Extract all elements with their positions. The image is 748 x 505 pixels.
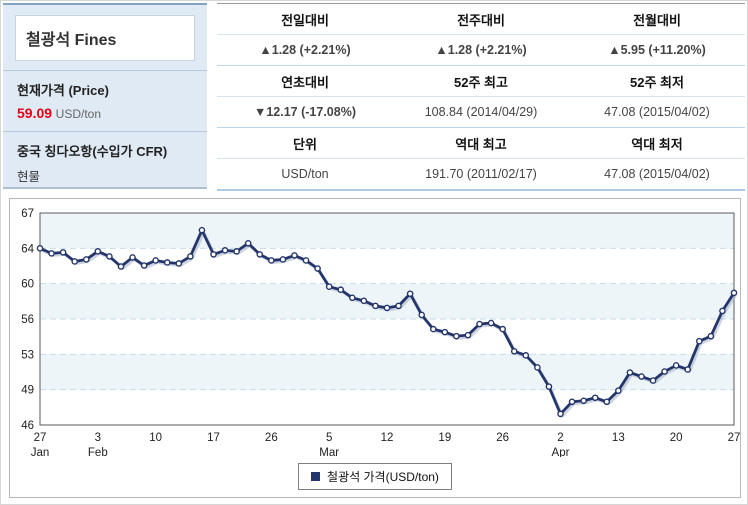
- stat-value-cell: 191.70 (2011/02/17): [393, 158, 569, 191]
- stat-header-cell: 전일대비: [217, 3, 393, 35]
- market-name: 중국 칭다오항(수입가 CFR): [17, 144, 168, 159]
- stat-value-cell: 47.08 (2015/04/02): [569, 158, 745, 191]
- market-type: 현물: [17, 170, 41, 184]
- stat-header-cell: 전월대비: [569, 3, 745, 35]
- svg-text:Jan: Jan: [31, 447, 50, 457]
- svg-text:Feb: Feb: [88, 447, 108, 457]
- svg-text:2: 2: [557, 432, 563, 444]
- stat-value-cell: USD/ton: [217, 158, 393, 191]
- svg-text:56: 56: [21, 314, 34, 326]
- stat-header-cell: 52주 최저: [569, 65, 745, 97]
- current-price-section: 현재가격 (Price) 59.09 USD/ton: [3, 70, 207, 131]
- chart-legend: 철광석 가격(USD/ton): [298, 463, 452, 490]
- svg-text:12: 12: [381, 432, 394, 444]
- summary-section: 철광석 Fines 현재가격 (Price) 59.09 USD/ton 중국 …: [1, 1, 747, 193]
- stat-header-cell: 단위: [217, 127, 393, 159]
- current-price-unit: USD/ton: [55, 107, 102, 121]
- price-stats-table: 전일대비 전주대비 전월대비 ▲1.28 (+2.21%) ▲1.28 (+2.…: [217, 3, 745, 191]
- svg-text:5: 5: [326, 432, 332, 444]
- table-value-row: ▲1.28 (+2.21%) ▲1.28 (+2.21%) ▲5.95 (+11…: [217, 34, 745, 66]
- current-price-value: 59.09: [17, 105, 53, 121]
- legend-series-swatch-icon: [311, 472, 321, 481]
- svg-text:13: 13: [612, 432, 625, 444]
- stat-header-cell: 역대 최고: [393, 127, 569, 159]
- legend-series-label: 철광석 가격(USD/ton): [327, 470, 439, 484]
- stat-value-cell: ▲1.28 (+2.21%): [393, 34, 569, 66]
- stat-header-cell: 전주대비: [393, 3, 569, 35]
- stat-value-cell: 47.08 (2015/04/02): [569, 96, 745, 128]
- svg-text:60: 60: [21, 279, 34, 291]
- stat-header-cell: 52주 최고: [393, 65, 569, 97]
- table-header-row: 전일대비 전주대비 전월대비: [217, 3, 745, 35]
- current-price-label: 현재가격 (Price): [17, 83, 109, 98]
- stat-value-cell: ▼12.17 (-17.08%): [217, 96, 393, 128]
- svg-text:27: 27: [728, 432, 740, 444]
- svg-text:26: 26: [496, 432, 509, 444]
- table-value-row: ▼12.17 (-17.08%) 108.84 (2014/04/29) 47.…: [217, 96, 745, 128]
- svg-text:26: 26: [265, 432, 278, 444]
- stat-value-cell: 108.84 (2014/04/29): [393, 96, 569, 128]
- svg-text:10: 10: [149, 432, 162, 444]
- table-header-row: 단위 역대 최고 역대 최저: [217, 127, 745, 159]
- svg-text:20: 20: [670, 432, 683, 444]
- table-value-row: USD/ton 191.70 (2011/02/17) 47.08 (2015/…: [217, 158, 745, 191]
- svg-text:27: 27: [34, 432, 47, 444]
- svg-text:46: 46: [21, 420, 34, 432]
- stat-value-cell: ▲5.95 (+11.20%): [569, 34, 745, 66]
- commodity-title: 철광석 Fines: [15, 15, 195, 61]
- svg-text:17: 17: [207, 432, 220, 444]
- svg-text:53: 53: [21, 349, 34, 361]
- svg-text:Apr: Apr: [552, 447, 570, 457]
- market-section: 중국 칭다오항(수입가 CFR) 현물: [3, 131, 207, 195]
- stat-header-cell: 역대 최저: [569, 127, 745, 159]
- svg-text:64: 64: [21, 243, 34, 255]
- commodity-title-label: 철광석 Fines: [26, 32, 117, 49]
- commodity-panel: 철광석 Fines 현재가격 (Price) 59.09 USD/ton 중국 …: [3, 3, 207, 189]
- stat-header-cell: 연초대비: [217, 65, 393, 97]
- svg-text:49: 49: [21, 385, 34, 397]
- price-chart-widget: 67 64 60 56 53 49 46 27 Jan 3 Feb 10 17 26 5 Mar 12 19 26 2…: [9, 198, 741, 498]
- svg-text:3: 3: [95, 432, 101, 444]
- stat-value-cell: ▲1.28 (+2.21%): [217, 34, 393, 66]
- svg-text:19: 19: [438, 432, 451, 444]
- table-header-row: 연초대비 52주 최고 52주 최저: [217, 65, 745, 97]
- svg-text:67: 67: [21, 208, 34, 220]
- svg-text:Mar: Mar: [319, 447, 339, 457]
